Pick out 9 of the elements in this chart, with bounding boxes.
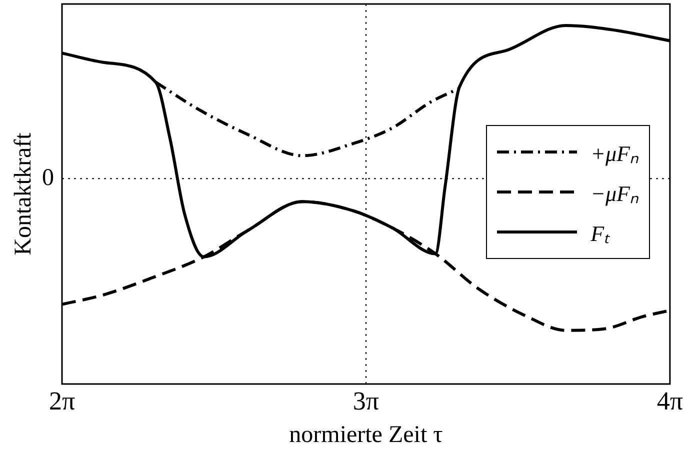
legend-label: −μFₙ bbox=[590, 180, 639, 207]
x-tick-label: 3π bbox=[352, 386, 380, 416]
y-axis-title: Kontaktkraft bbox=[10, 132, 37, 256]
x-tick-label: 2π bbox=[48, 386, 76, 416]
x-tick-label: 4π bbox=[656, 386, 684, 416]
x-axis-title: normierte Zeit τ bbox=[289, 422, 444, 448]
ref-line-label: 0 bbox=[42, 164, 54, 191]
legend-label: Fₜ bbox=[590, 220, 610, 247]
legend-label: +μFₙ bbox=[590, 140, 639, 167]
